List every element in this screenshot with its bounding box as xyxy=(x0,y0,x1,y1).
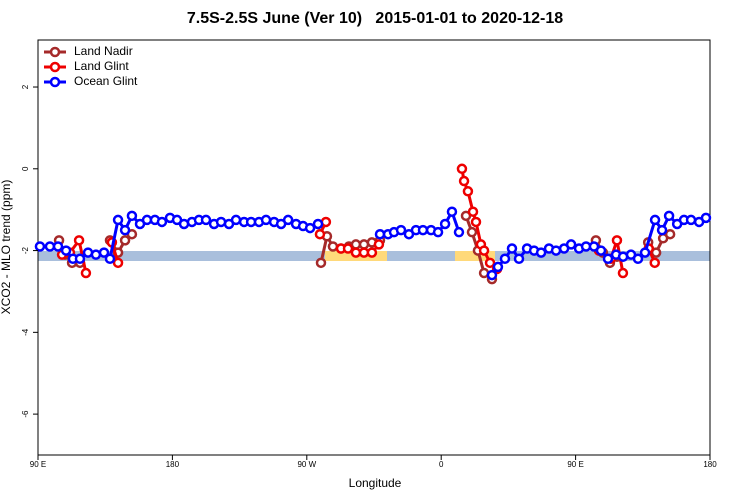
point xyxy=(350,247,362,258)
point xyxy=(565,239,577,250)
point xyxy=(462,186,474,197)
point xyxy=(513,253,525,264)
legend-label: Land Glint xyxy=(74,59,129,73)
point xyxy=(458,175,470,187)
point xyxy=(327,241,339,252)
x-tick-label: 180 xyxy=(166,460,180,469)
point xyxy=(156,216,168,228)
point xyxy=(456,163,468,175)
x-tick-label: 90 E xyxy=(30,460,46,469)
y-tick-label: 0 xyxy=(21,166,30,171)
point xyxy=(366,247,378,258)
point xyxy=(230,214,242,226)
point xyxy=(664,228,676,240)
y-tick-label: -4 xyxy=(21,328,30,336)
point xyxy=(611,235,623,246)
point xyxy=(467,206,479,217)
point xyxy=(44,241,56,252)
background-band xyxy=(455,251,495,261)
point xyxy=(478,245,490,256)
point xyxy=(417,224,429,236)
point xyxy=(595,245,607,256)
point xyxy=(602,253,614,264)
point xyxy=(484,257,496,269)
legend-marker xyxy=(49,76,61,88)
point xyxy=(432,226,444,238)
point xyxy=(446,206,458,217)
point xyxy=(395,224,407,236)
point xyxy=(74,253,86,264)
plot-frame xyxy=(37,39,711,456)
point xyxy=(112,257,124,269)
point xyxy=(499,253,511,264)
point xyxy=(260,214,272,226)
point xyxy=(374,228,386,240)
point xyxy=(632,253,644,264)
chart-title: 7.5S-2.5S June (Ver 10) 2015-01-01 to 20… xyxy=(187,10,563,27)
x-tick-label: 0 xyxy=(439,460,444,469)
point xyxy=(104,253,116,264)
point xyxy=(486,269,498,281)
point xyxy=(282,214,294,226)
point xyxy=(98,247,110,258)
point xyxy=(649,257,660,269)
point xyxy=(315,257,327,269)
point xyxy=(700,212,712,224)
point xyxy=(535,247,547,258)
point xyxy=(126,210,138,222)
legend-marker xyxy=(49,61,61,73)
point xyxy=(350,239,362,250)
point xyxy=(466,226,478,238)
point xyxy=(314,228,326,240)
y-tick-label: 2 xyxy=(21,84,30,89)
point xyxy=(685,214,697,226)
y-tick-label: -2 xyxy=(21,246,30,254)
point xyxy=(550,245,562,256)
legend-label: Land Nadir xyxy=(74,44,133,58)
point xyxy=(34,241,46,252)
x-tick-label: 180 xyxy=(703,460,717,469)
point xyxy=(617,267,629,279)
y-axis-label: XCO2 - MLO trend (ppm) xyxy=(0,180,13,315)
point xyxy=(663,210,675,222)
point xyxy=(200,214,212,226)
plot-area xyxy=(34,163,712,285)
point xyxy=(312,218,324,230)
point xyxy=(470,216,482,228)
x-axis-label: Longitude xyxy=(349,476,402,490)
point xyxy=(439,218,451,230)
point xyxy=(90,249,102,260)
legend-label: Ocean Glint xyxy=(74,74,138,88)
point xyxy=(492,261,504,273)
legend-marker xyxy=(49,46,61,58)
point xyxy=(52,241,64,252)
point xyxy=(73,235,85,246)
point xyxy=(649,214,661,226)
point xyxy=(60,245,72,256)
point xyxy=(304,222,316,234)
point xyxy=(373,239,385,250)
point xyxy=(80,267,92,279)
point xyxy=(119,224,131,236)
point xyxy=(639,247,651,258)
x-tick-label: 90 E xyxy=(567,460,583,469)
point xyxy=(112,214,124,226)
point xyxy=(342,243,354,254)
y-tick-label: -6 xyxy=(21,410,30,418)
point xyxy=(119,235,131,246)
point xyxy=(656,224,668,236)
x-tick-label: 90 W xyxy=(297,460,316,469)
point xyxy=(453,226,465,238)
point xyxy=(506,243,518,254)
